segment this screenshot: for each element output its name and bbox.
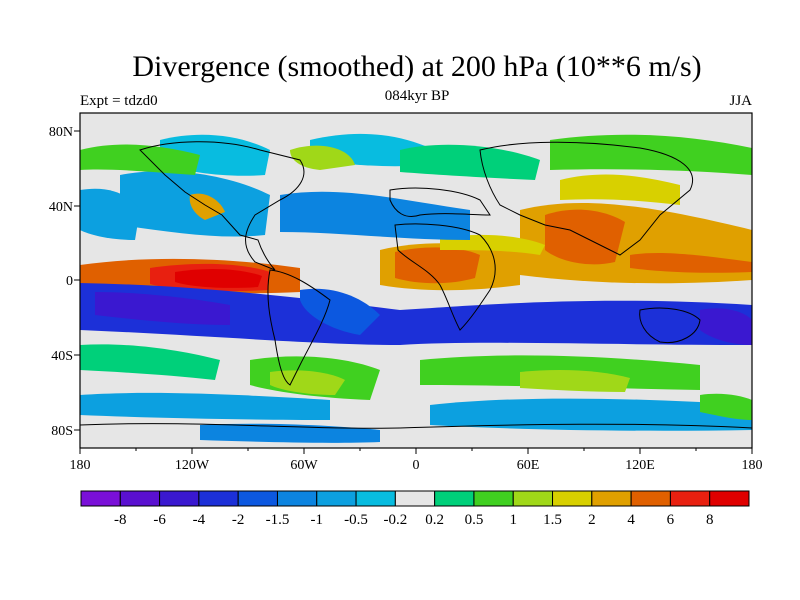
colorbar-box	[276, 490, 318, 507]
colorbar-label: -2	[232, 512, 245, 528]
colorbar-box	[80, 490, 121, 507]
colorbar-label: 8	[706, 512, 714, 528]
colorbar-box	[473, 490, 514, 507]
lat-label: 80N	[49, 125, 73, 140]
colorbar	[80, 490, 750, 507]
colorbar-box	[237, 490, 278, 507]
lat-label: 0	[66, 274, 73, 289]
colorbar-label: -0.2	[383, 512, 407, 528]
coastlines	[80, 141, 752, 429]
season-label: JJA	[729, 93, 752, 109]
lon-label: 180	[70, 458, 91, 473]
experiment-label: Expt = tdzd0	[80, 93, 158, 109]
colorbar-label: -0.5	[344, 512, 368, 528]
colorbar-box	[434, 490, 475, 507]
colorbar-label: 0.5	[465, 512, 484, 528]
lon-label: 0	[413, 458, 420, 473]
map-plot-area	[80, 113, 752, 448]
colorbar-box	[159, 490, 200, 507]
colorbar-label: 1	[509, 512, 517, 528]
lon-label: 120E	[625, 458, 655, 473]
lon-labels: 180 120W 60W 0 60E 120E 180	[70, 458, 763, 473]
colorbar-box	[591, 490, 632, 507]
colorbar-box	[669, 490, 711, 507]
colorbar-box	[316, 490, 357, 507]
lat-label: 40N	[49, 200, 73, 215]
lon-label: 60W	[290, 458, 318, 473]
lat-label: 80S	[51, 424, 73, 439]
colorbar-box	[119, 490, 161, 507]
colorbar-labels: -8 -6 -4 -2 -1.5 -1 -0.5 -0.2 0.2 0.5 1 1.5 2 4 6 8	[114, 512, 713, 528]
colorbar-label: -4	[193, 512, 206, 528]
lat-labels: 80N 40N 0 40S 80S	[49, 125, 73, 439]
colorbar-box	[394, 490, 436, 507]
weak-divergence-regions	[80, 134, 752, 420]
map-subtitle: 084kyr BP	[384, 88, 450, 104]
lat-label: 40S	[51, 349, 73, 364]
colorbar-label: 2	[588, 512, 596, 528]
colorbar-box	[198, 490, 239, 507]
axis-ticks	[74, 130, 753, 454]
colorbar-label: -6	[153, 512, 166, 528]
lon-label: 120W	[175, 458, 210, 473]
colorbar-box	[552, 490, 593, 507]
colorbar-label: -1	[311, 512, 324, 528]
colorbar-label: 6	[667, 512, 675, 528]
colorbar-box	[512, 490, 554, 507]
lon-label: 180	[742, 458, 763, 473]
colorbar-label: -8	[114, 512, 127, 528]
map-title: Divergence (smoothed) at 200 hPa (10**6 …	[132, 50, 702, 83]
lon-label: 60E	[517, 458, 540, 473]
colorbar-label: 0.2	[425, 512, 444, 528]
colorbar-label: 4	[627, 512, 635, 528]
colorbar-label: -1.5	[266, 512, 290, 528]
colorbar-box	[630, 490, 671, 507]
colorbar-box	[355, 490, 396, 507]
colorbar-box	[709, 490, 750, 507]
colorbar-label: 1.5	[543, 512, 562, 528]
